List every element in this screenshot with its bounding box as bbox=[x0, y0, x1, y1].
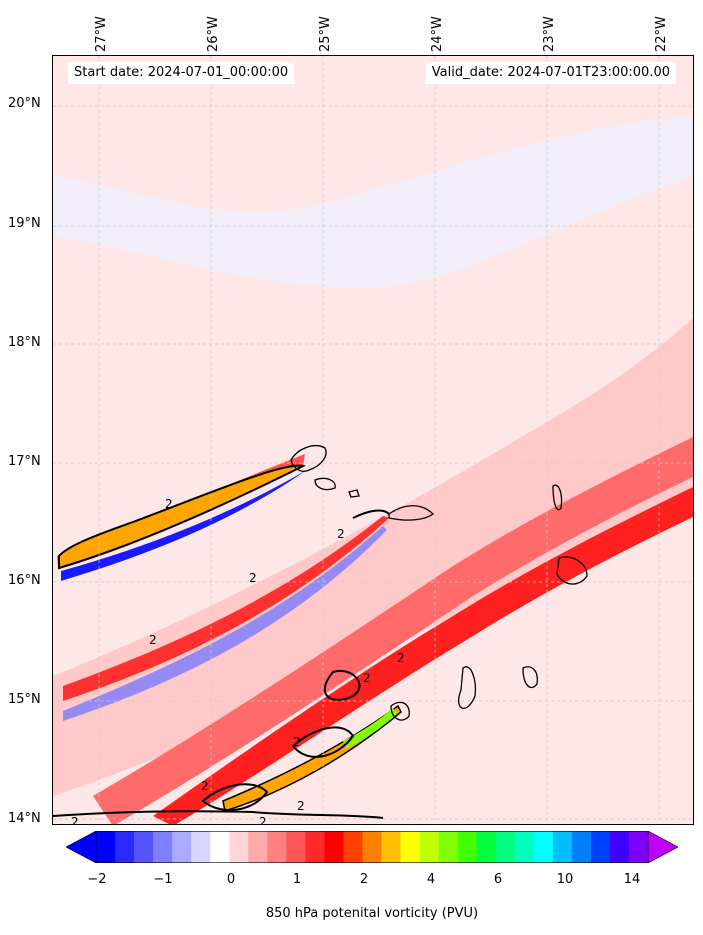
colorbar-segment bbox=[248, 831, 268, 863]
colorbar-segment bbox=[134, 831, 154, 863]
island-sao-vicente bbox=[314, 477, 336, 491]
contour-label: 2 bbox=[259, 815, 267, 825]
colorbar-tick: −2 bbox=[87, 872, 107, 887]
colorbar-segment bbox=[115, 831, 135, 863]
colorbar-segment bbox=[172, 831, 192, 863]
lat-label-16n: 16°N bbox=[8, 573, 41, 588]
colorbar-segment bbox=[153, 831, 173, 863]
contour-label: 2 bbox=[201, 779, 209, 793]
island-sal bbox=[552, 484, 563, 511]
lon-label-22w: 22°W bbox=[654, 16, 669, 52]
colorbar-segment bbox=[495, 831, 516, 863]
pv-band-core bbox=[93, 436, 693, 824]
colorbar-segment bbox=[590, 831, 611, 863]
island-santiago bbox=[458, 666, 477, 709]
colorbar-tick: 1 bbox=[292, 872, 302, 887]
colorbar-segment bbox=[476, 831, 497, 863]
island-santa-luzia bbox=[348, 489, 360, 498]
colorbar-label: 850 hPa potenital vorticity (PVU) bbox=[265, 906, 479, 921]
pv-band-broad bbox=[53, 317, 693, 796]
upper-tail-orange bbox=[58, 464, 307, 570]
contour-label: 2 bbox=[71, 815, 79, 825]
colorbar-tick: 10 bbox=[556, 872, 574, 887]
colorbar-segment bbox=[229, 831, 249, 863]
colorbar-segment bbox=[191, 831, 211, 863]
colorbar-border bbox=[95, 831, 649, 863]
colorbar-segment bbox=[343, 831, 363, 863]
valid-date-label: Valid_date: 2024-07-01T23:00:00.00 bbox=[425, 62, 676, 84]
contour-label: 2 bbox=[165, 497, 173, 511]
colorbar bbox=[66, 831, 678, 863]
lon-label-24w: 24°W bbox=[430, 16, 445, 52]
lat-label-14n: 14°N bbox=[8, 811, 41, 826]
contour-label: 2 bbox=[297, 799, 305, 813]
lat-label-18n: 18°N bbox=[8, 335, 41, 350]
island-boa-vista bbox=[556, 556, 588, 585]
colorbar-tick: 0 bbox=[226, 872, 236, 887]
island-fogo bbox=[390, 701, 410, 721]
colorbar-segment bbox=[96, 831, 116, 863]
colorbar-extend-low bbox=[66, 831, 97, 863]
colorbar-segment bbox=[571, 831, 592, 863]
colorbar-segment bbox=[305, 831, 325, 863]
colorbar-segment bbox=[514, 831, 535, 863]
colorbar-segment bbox=[267, 831, 287, 863]
island-maio bbox=[522, 666, 538, 689]
pv-field-map: 2 2 2 2 2 2 2 2 2 2 2 bbox=[53, 56, 693, 825]
contour-label: 2 bbox=[149, 633, 157, 647]
colorbar-segment bbox=[628, 831, 649, 863]
colorbar-segment bbox=[362, 831, 383, 863]
colorbar-segment bbox=[419, 831, 440, 863]
colorbar-tick: 2 bbox=[359, 872, 369, 887]
colorbar-segment bbox=[457, 831, 478, 863]
start-date-label: Start date: 2024-07-01_00:00:00 bbox=[68, 62, 295, 84]
contour-label: 2 bbox=[363, 671, 371, 685]
lat-label-17n: 17°N bbox=[8, 454, 41, 469]
lower-tail-green bbox=[343, 708, 397, 748]
colorbar-segment bbox=[438, 831, 459, 863]
upper-tail-blue bbox=[61, 471, 305, 581]
lon-label-27w: 27°W bbox=[94, 16, 109, 52]
contour-label-layer: 2 2 2 2 2 2 2 2 2 2 2 bbox=[71, 497, 405, 825]
lon-label-25w: 25°W bbox=[318, 16, 333, 52]
island-santo-antao bbox=[290, 445, 327, 472]
colorbar-tick: 6 bbox=[493, 872, 503, 887]
colorbar-segment bbox=[286, 831, 306, 863]
colorbar-segment bbox=[400, 831, 421, 863]
contour-label: 2 bbox=[293, 735, 301, 749]
contour-label: 2 bbox=[397, 651, 405, 665]
contour-label: 2 bbox=[249, 571, 257, 585]
colorbar-segment bbox=[324, 831, 344, 863]
colorbar-extend-high bbox=[647, 831, 678, 863]
lower-tail-orange bbox=[222, 704, 402, 812]
island-outlines bbox=[290, 445, 588, 721]
colorbar-segment bbox=[381, 831, 402, 863]
middle-tail-blue bbox=[63, 526, 387, 721]
colorbar-segment bbox=[609, 831, 630, 863]
lat-label-20n: 20°N bbox=[8, 96, 41, 111]
lon-label-23w: 23°W bbox=[542, 16, 557, 52]
lon-label-26w: 26°W bbox=[206, 16, 221, 52]
island-sao-nicolau bbox=[388, 505, 434, 521]
map-panel: 2 2 2 2 2 2 2 2 2 2 2 bbox=[52, 55, 694, 825]
lat-label-15n: 15°N bbox=[8, 692, 41, 707]
colorbar-tick: 4 bbox=[426, 872, 436, 887]
contour-label: 2 bbox=[337, 527, 345, 541]
colorbar-segment bbox=[552, 831, 573, 863]
colorbar-segment bbox=[533, 831, 554, 863]
graticule bbox=[53, 56, 693, 824]
lat-label-19n: 19°N bbox=[8, 216, 41, 231]
middle-tail-red bbox=[63, 516, 389, 701]
low-pv-region bbox=[53, 116, 693, 288]
colorbar-tick: −1 bbox=[153, 872, 173, 887]
colorbar-segment bbox=[210, 831, 230, 863]
pv-contours bbox=[53, 509, 390, 819]
colorbar-tick: 14 bbox=[623, 872, 641, 887]
